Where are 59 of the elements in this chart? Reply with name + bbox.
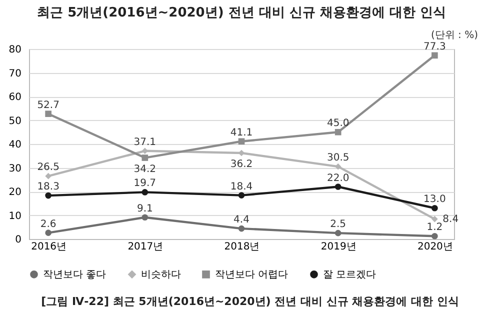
point [142, 189, 148, 196]
data-label: 41.1 [230, 127, 253, 138]
y-tick-label: 20 [8, 187, 22, 198]
point [142, 154, 148, 161]
point [45, 192, 52, 199]
data-label: 1.2 [426, 222, 443, 234]
legend-label: 작년보다 어렵다 [215, 269, 288, 280]
data-label: 36.2 [230, 159, 253, 170]
data-label: 45.0 [326, 118, 350, 130]
y-tick-label: 10 [8, 210, 22, 222]
data-label: 13.0 [424, 194, 446, 206]
data-label: 4.4 [234, 214, 250, 226]
point [45, 172, 52, 180]
point [238, 225, 245, 232]
point [45, 110, 52, 117]
x-tick-label: 2017년 [128, 242, 164, 252]
x-tick-label: 2016년 [31, 242, 67, 252]
point [334, 163, 342, 170]
data-label: 26.5 [37, 162, 60, 174]
data-label: 19.7 [134, 178, 156, 190]
point [432, 52, 438, 59]
data-label: 2.5 [330, 219, 346, 230]
data-label: 34.2 [134, 164, 156, 175]
data-label: 22.0 [326, 172, 350, 184]
point [334, 230, 342, 236]
point [334, 184, 342, 190]
caption: [그림 Ⅳ-22] 최근 5개년(2016년~2020년) 전년 대비 신규 채용환경에 대한 인식 [40, 294, 460, 309]
y-tick-label: 80 [8, 44, 22, 56]
y-tick-label: 70 [8, 68, 22, 80]
data-label: 77.3 [424, 41, 446, 52]
point [238, 192, 245, 198]
x-tick-label: 2018년 [224, 242, 260, 252]
point [432, 232, 438, 240]
y-tick-label: 60 [8, 92, 22, 103]
unit-note: (단위 : %) [430, 29, 478, 42]
point [238, 138, 245, 145]
point [432, 216, 438, 222]
data-label: 18.3 [37, 182, 60, 193]
data-label: 9.1 [136, 203, 153, 214]
data-label: 37.1 [134, 136, 156, 148]
x-tick-label: 2019년 [320, 242, 356, 252]
x-tick-label: 2020년 [417, 242, 453, 252]
data-label: 52.7 [37, 100, 60, 111]
data-label: 2.6 [40, 218, 56, 230]
legend-label: 작년보다 좋다 [43, 269, 106, 280]
chart-title: 최근 5개년(2016년~2020년) 전년 대비 신규 채용환경에 대한 인식 [37, 5, 446, 20]
y-tick-label: 0 [15, 234, 22, 246]
point [334, 128, 342, 136]
y-tick-label: 40 [8, 140, 22, 150]
legend-label: 비슷하다 [141, 269, 181, 280]
legend-label: 잘 모르겠다 [323, 269, 376, 280]
data-label: 8.4 [442, 214, 459, 226]
y-tick-label: 50 [8, 116, 22, 127]
point [432, 204, 438, 212]
data-label: 30.5 [326, 152, 350, 164]
y-tick-label: 30 [8, 163, 22, 174]
point [142, 214, 148, 221]
data-label: 18.4 [230, 181, 253, 192]
point [45, 230, 52, 236]
